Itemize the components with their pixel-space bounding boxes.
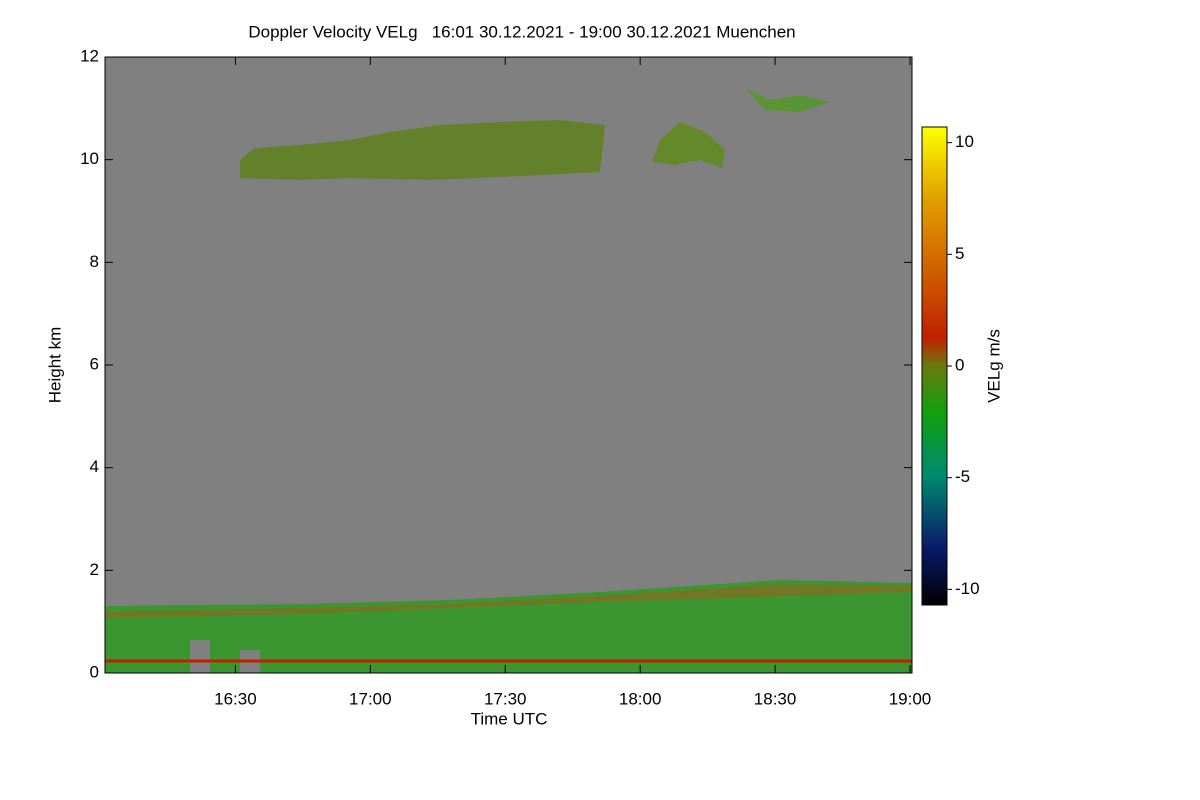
y-tick-label: 2 xyxy=(90,560,99,579)
colorbar xyxy=(921,126,948,606)
y-tick-label: 8 xyxy=(90,252,99,271)
x-tick-label: 19:00 xyxy=(889,689,932,708)
echo-layer xyxy=(105,88,912,673)
colorbar-tick-label: -5 xyxy=(955,467,970,486)
y-tick-label: 12 xyxy=(80,46,99,65)
x-tick-label: 16:30 xyxy=(214,689,257,708)
echo-gap xyxy=(190,640,260,673)
cirrus-echo xyxy=(240,120,605,180)
colorbar-tick-label: 5 xyxy=(955,244,964,263)
y-tick-label: 6 xyxy=(90,354,99,373)
chart-title: Doppler Velocity VELg 16:01 30.12.2021 -… xyxy=(248,22,795,41)
x-axis-label: Time UTC xyxy=(471,709,548,728)
x-tick-label: 17:00 xyxy=(349,689,392,708)
y-axis-label: Height km xyxy=(45,327,64,404)
x-tick-label: 18:00 xyxy=(619,689,662,708)
cirrus-echo xyxy=(745,88,830,112)
cirrus-echo xyxy=(652,122,725,168)
low-echo xyxy=(105,580,912,673)
x-tick-label: 18:30 xyxy=(754,689,797,708)
y-tick-label: 4 xyxy=(90,457,99,476)
y-tick-label: 10 xyxy=(80,149,99,168)
colorbar-tick-label: -10 xyxy=(955,579,980,598)
x-tick-label: 17:30 xyxy=(484,689,527,708)
low-echo-top xyxy=(105,584,912,618)
colorbar-tick-label: 10 xyxy=(955,132,974,151)
colorbar-label: VELg m/s xyxy=(984,329,1003,403)
y-tick-label: 0 xyxy=(90,662,99,681)
colorbar-tick-label: 0 xyxy=(955,355,964,374)
